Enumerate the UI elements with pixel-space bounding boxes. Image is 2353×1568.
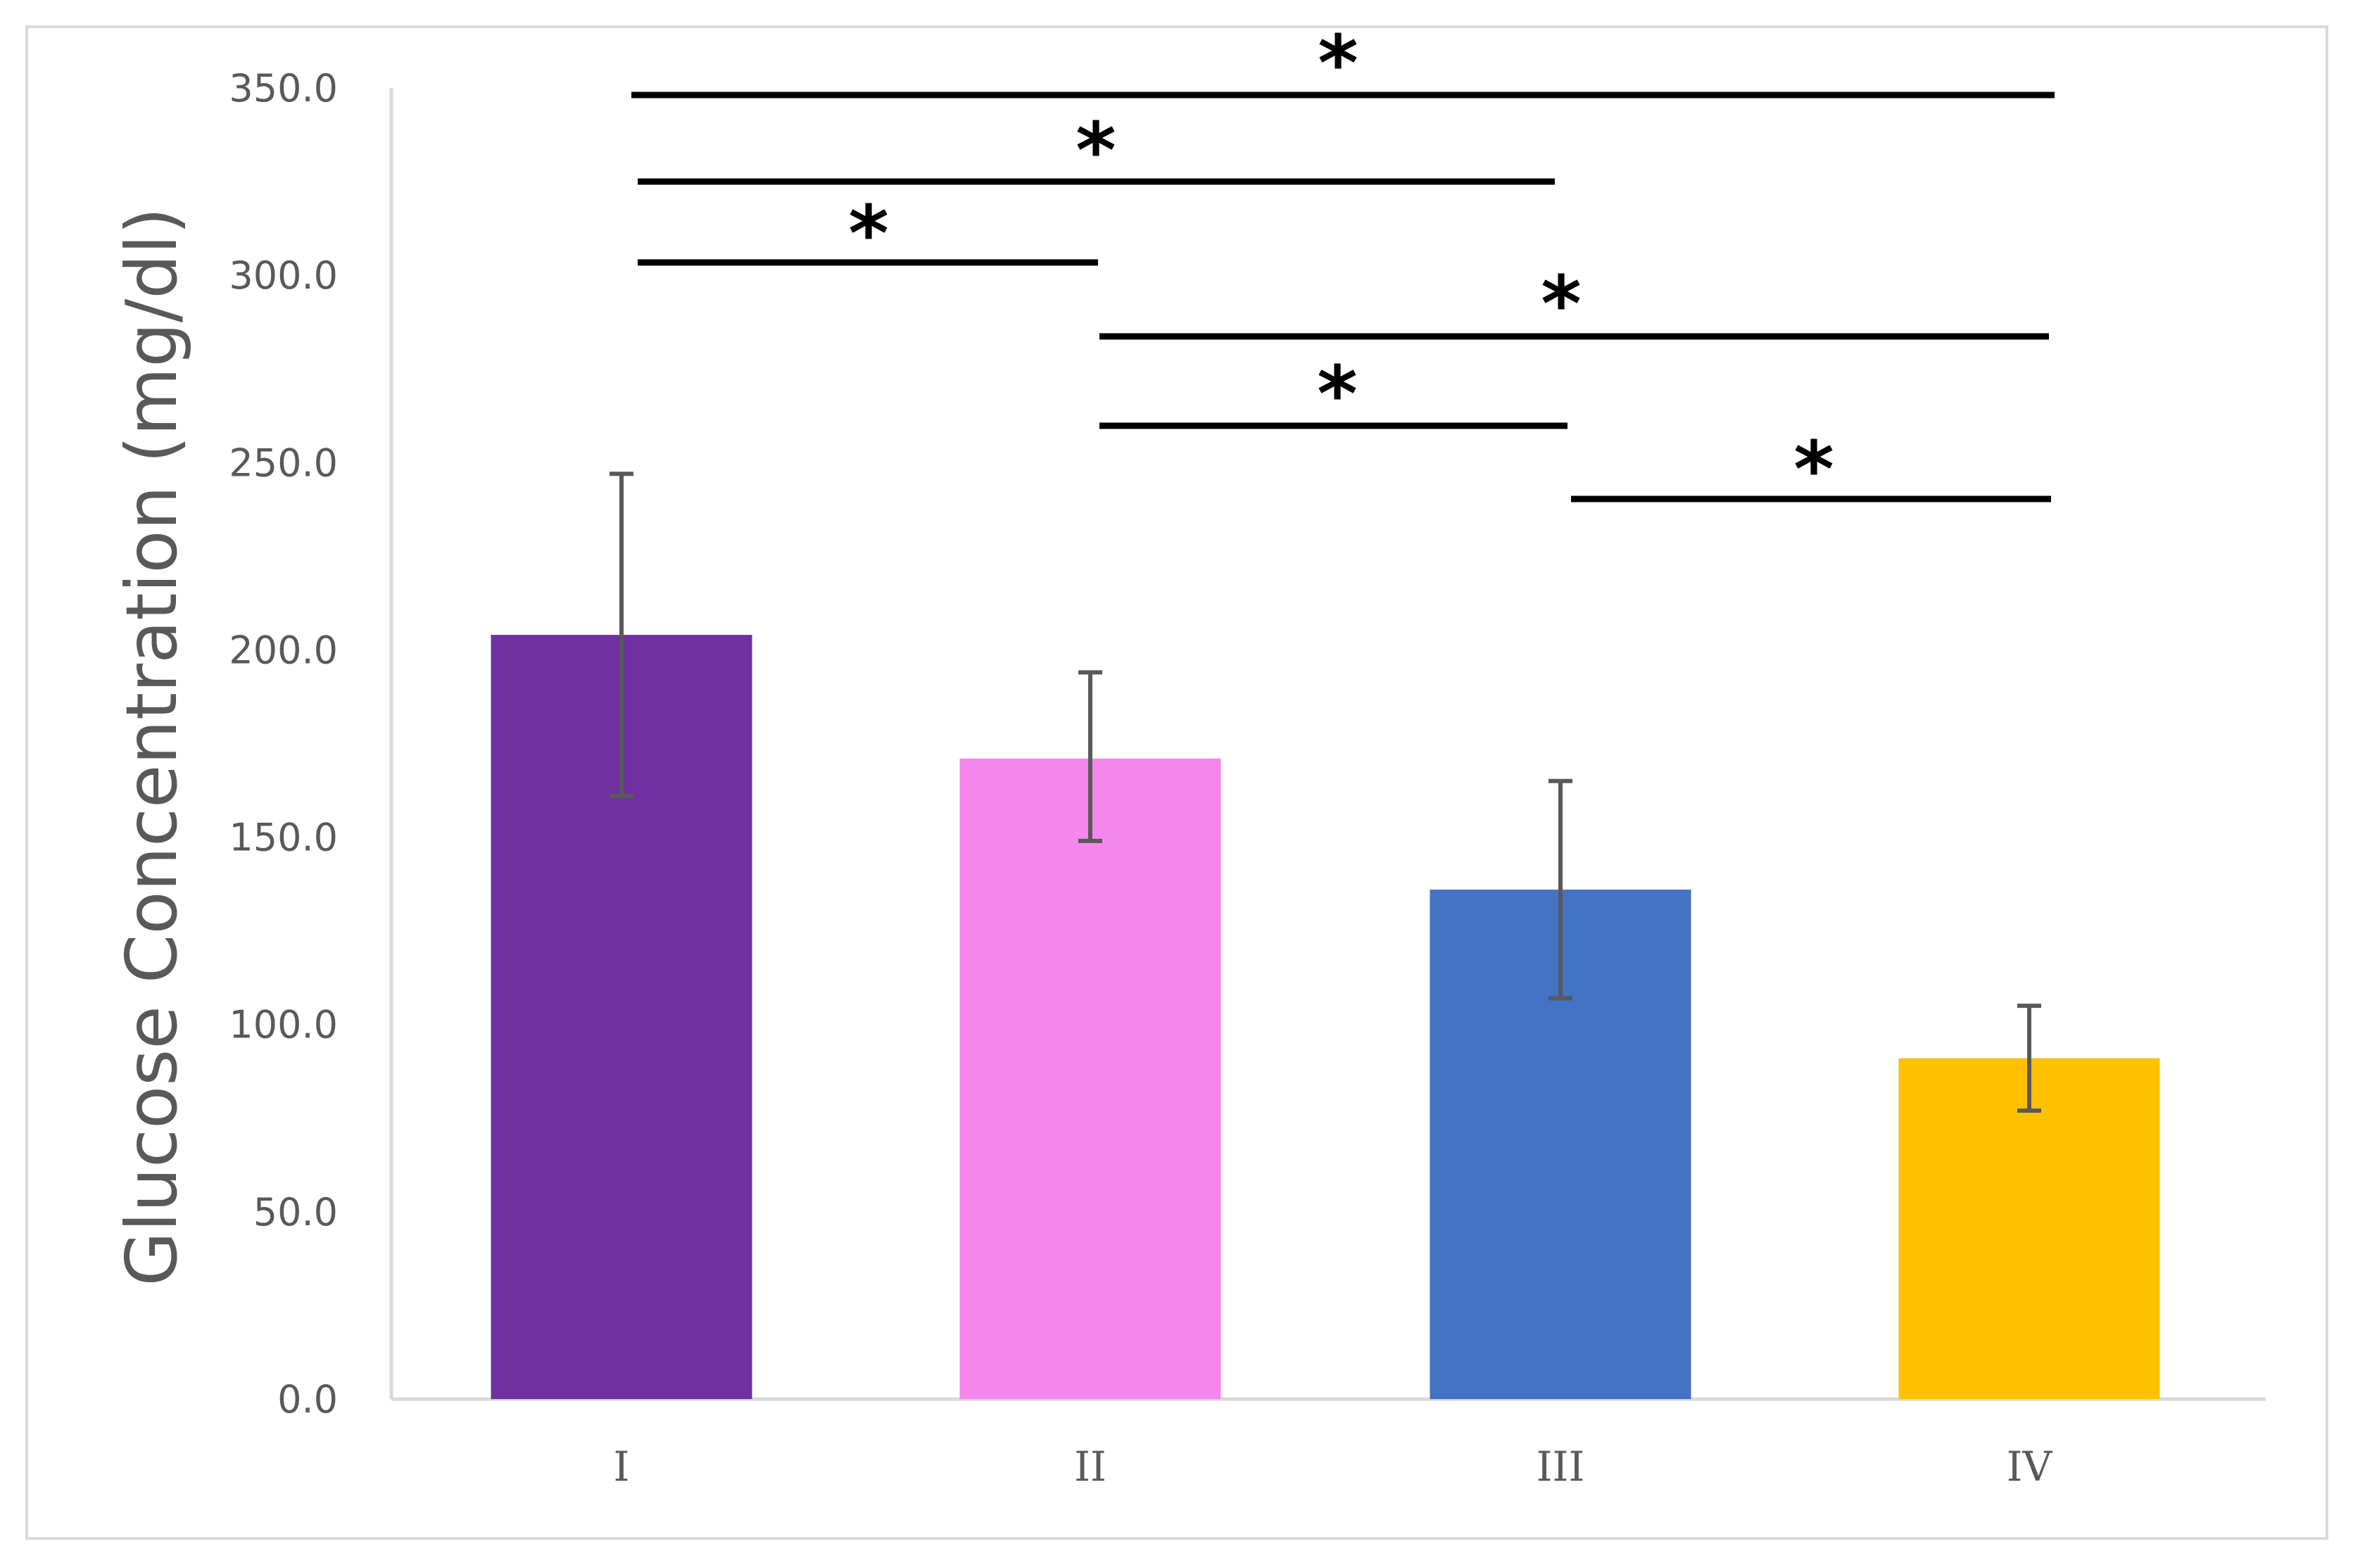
error-bar bbox=[2017, 1004, 2041, 1113]
significance-star-icon: * bbox=[848, 189, 889, 279]
y-tick-label: 200.0 bbox=[229, 628, 338, 672]
bar-IV bbox=[1898, 1058, 2160, 1399]
y-tick-label: 350.0 bbox=[229, 66, 338, 110]
significance-star-icon: * bbox=[1541, 259, 1582, 349]
error-bar bbox=[610, 472, 633, 799]
y-axis-title: Glucose Concentration (mg/dl) bbox=[111, 207, 193, 1286]
x-axis-labels: I II III IV bbox=[614, 1443, 2053, 1491]
x-category-label: I bbox=[614, 1443, 630, 1491]
significance-star-icon: * bbox=[1317, 349, 1358, 439]
x-category-label: III bbox=[1537, 1443, 1585, 1491]
significance-annotations: * * * * * * bbox=[631, 18, 2055, 514]
x-category-label: II bbox=[1074, 1443, 1106, 1491]
error-bar bbox=[1548, 778, 1572, 1001]
y-tick-label: 250.0 bbox=[229, 441, 338, 485]
error-bar bbox=[1078, 670, 1102, 843]
y-tick-label: 0.0 bbox=[277, 1377, 338, 1422]
y-tick-label: 100.0 bbox=[229, 1003, 338, 1047]
error-bars bbox=[610, 472, 2041, 1113]
y-tick-label: 150.0 bbox=[229, 816, 338, 860]
y-tick-label: 50.0 bbox=[253, 1190, 338, 1234]
y-tick-label: 300.0 bbox=[229, 253, 338, 298]
bar-II bbox=[959, 758, 1221, 1399]
x-category-label: IV bbox=[2007, 1443, 2053, 1491]
significance-star-icon: * bbox=[1075, 106, 1116, 196]
y-axis-title-text: Glucose Concentration (mg/dl) bbox=[111, 207, 193, 1286]
y-axis-ticks: 0.0 50.0 100.0 150.0 200.0 250.0 300.0 350.0 bbox=[229, 66, 338, 1422]
significance-star-icon: * bbox=[1318, 18, 1358, 108]
significance-star-icon: * bbox=[1793, 424, 1834, 514]
bars bbox=[491, 635, 2160, 1399]
